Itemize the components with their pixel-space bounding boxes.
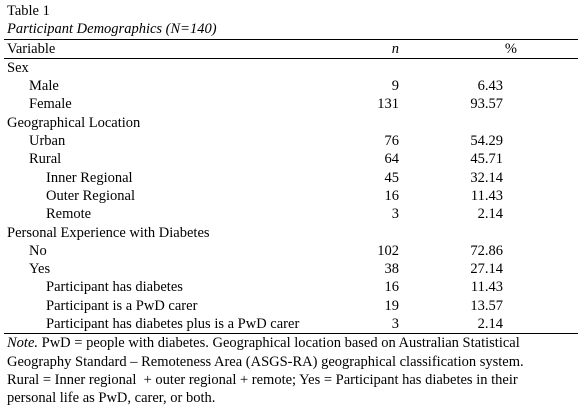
cell-pct: 6.43 <box>477 78 503 95</box>
cell-n: 16 <box>384 187 400 204</box>
cell-n: 45 <box>384 169 400 186</box>
cell-n: 38 <box>384 261 400 278</box>
cell-n: 9 <box>391 78 399 95</box>
table-row: Yes 38 27.14 <box>4 260 578 278</box>
column-header: Variable <box>7 40 56 57</box>
table-row: Sex <box>4 59 578 77</box>
cell-pct: 11.43 <box>470 279 503 296</box>
row-label: Female <box>29 96 72 113</box>
row-label: Outer Regional <box>46 187 135 204</box>
cell-n: 16 <box>384 279 400 296</box>
note: Note. PwD = people with diabetes. Geogra… <box>0 334 584 407</box>
cell-n: 76 <box>384 133 400 150</box>
row-label: Participant has diabetes plus is a PwD c… <box>46 316 300 333</box>
row-label: No <box>29 242 47 259</box>
table-label: Table 1 <box>7 3 50 19</box>
note-line: Rural = Inner regional + outer regional … <box>7 371 584 389</box>
row-label: Urban <box>29 133 66 150</box>
cell-pct: 32.14 <box>470 169 503 186</box>
note-label: Note. <box>7 335 39 352</box>
table-row: Participant is a PwD carer 19 13.57 <box>4 297 578 315</box>
column-header: % <box>504 40 517 57</box>
table-row: Participant has diabetes 16 11.43 <box>4 278 578 296</box>
row-label: Sex <box>7 59 29 76</box>
row-label: Rural <box>29 151 62 168</box>
table-row: Inner Regional 45 32.14 <box>4 169 578 187</box>
table-header: Variable n % <box>4 40 578 59</box>
table-row: Participant has diabetes plus is a PwD c… <box>4 315 578 333</box>
note-line: Geography Standard – Remoteness Area (AS… <box>7 353 584 371</box>
cell-pct: 45.71 <box>470 151 503 168</box>
cell-pct: 13.57 <box>470 297 503 314</box>
row-label: Male <box>29 78 59 95</box>
note-line: personal life as PwD, carer, or both. <box>7 389 584 407</box>
cell-n: 102 <box>377 242 399 259</box>
cell-pct: 27.14 <box>470 261 503 278</box>
cell-n: 131 <box>377 96 399 113</box>
row-label: Inner Regional <box>46 169 133 186</box>
row-label: Geographical Location <box>7 114 141 131</box>
cell-pct: 11.43 <box>470 187 503 204</box>
row-label: Participant has diabetes <box>46 279 183 296</box>
cell-pct: 72.86 <box>470 242 503 259</box>
row-label: Participant is a PwD carer <box>46 297 198 314</box>
table-row: Remote 3 2.14 <box>4 205 578 223</box>
row-label: Personal Experience with Diabetes <box>7 224 210 241</box>
table-row: Urban 76 54.29 <box>4 132 578 150</box>
note-line: Note. PwD = people with diabetes. Geogra… <box>7 334 584 352</box>
table-row: Personal Experience with Diabetes <box>4 224 578 242</box>
cell-pct: 2.14 <box>477 316 503 333</box>
cell-pct: 93.57 <box>470 96 503 113</box>
cell-pct: 2.14 <box>477 206 503 223</box>
table-row: Outer Regional 16 11.43 <box>4 187 578 205</box>
table-row: Female 131 93.57 <box>4 95 578 113</box>
cell-n: 3 <box>391 316 399 333</box>
row-label: Remote <box>46 206 92 223</box>
cell-n: 19 <box>384 297 400 314</box>
cell-n: 64 <box>384 151 400 168</box>
cell-pct: 54.29 <box>470 133 503 150</box>
table: Variable n % Sex Male 9 6.43 Female 131 93.57 G… <box>4 38 578 335</box>
table-row: Geographical Location <box>4 114 578 132</box>
note-text: Rural = Inner regional + outer regional … <box>7 371 518 388</box>
row-label: Yes <box>29 261 51 278</box>
table-body: Sex Male 9 6.43 Female 131 93.57 Geographical L… <box>4 59 578 333</box>
table-row: No 102 72.86 <box>4 242 578 260</box>
table-row: Rural 64 45.71 <box>4 150 578 168</box>
table-row: Male 9 6.43 <box>4 77 578 95</box>
note-text: Geography Standard – Remoteness Area (AS… <box>7 353 524 370</box>
table-title: Participant Demographics (N=140) <box>7 21 217 38</box>
note-text: personal life as PwD, carer, or both. <box>7 390 216 407</box>
cell-n: 3 <box>391 206 399 223</box>
note-text: PwD = people with diabetes. Geographical… <box>38 335 520 352</box>
column-header: n <box>391 40 399 57</box>
